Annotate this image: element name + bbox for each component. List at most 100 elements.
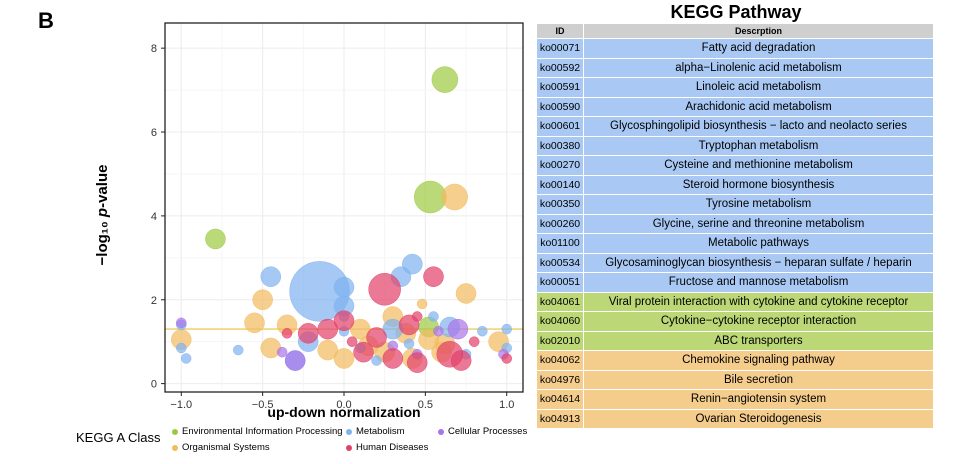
scatter-point xyxy=(403,338,415,350)
y-tick-label: 2 xyxy=(151,295,157,307)
kegg-row-id: ko00592 xyxy=(536,57,584,78)
kegg-row-id: ko00380 xyxy=(536,135,584,156)
legend-item-organismal: Organismal Systems xyxy=(172,442,270,453)
kegg-table-row: ko00260 Glycine, serine and threonine met… xyxy=(536,213,934,234)
scatter-point xyxy=(416,298,428,310)
scatter-point xyxy=(423,266,444,287)
scatter-point xyxy=(398,314,420,336)
kegg-row-description: Fatty acid degradation xyxy=(583,38,934,59)
kegg-row-id: ko00270 xyxy=(536,155,584,176)
scatter-point xyxy=(176,342,187,354)
scatter-point xyxy=(477,325,488,337)
kegg-table-row: ko04060 Cytokine−cytokine receptor intera… xyxy=(536,311,934,332)
kegg-row-description: Linoleic acid metabolism xyxy=(583,77,934,98)
kegg-table: ID Descrption ko00071 Fatty acid degradat… xyxy=(536,23,934,429)
scatter-point xyxy=(441,183,468,211)
scatter-point xyxy=(468,336,480,347)
y-tick-label: 0 xyxy=(151,379,157,391)
kegg-table-row: ko00591 Linoleic acid metabolism xyxy=(536,77,934,98)
legend-dot-human xyxy=(346,444,352,451)
kegg-row-id: ko04060 xyxy=(536,311,584,332)
legend-title: KEGG A Class xyxy=(76,430,161,445)
scatter-point xyxy=(281,328,293,339)
scatter-point xyxy=(501,353,512,364)
scatter-point xyxy=(297,323,319,344)
kegg-table-row: ko00071 Fatty acid degradation xyxy=(536,38,934,59)
kegg-row-description: Tryptophan metabolism xyxy=(583,135,934,156)
kegg-table-row: ko04913 Ovarian Steroidogenesis xyxy=(536,408,934,429)
kegg-row-id: ko00534 xyxy=(536,252,584,273)
kegg-row-id: ko01100 xyxy=(536,233,584,254)
scatter-point xyxy=(428,311,439,322)
scatter-point xyxy=(260,266,282,287)
kegg-table-row: ko00380 Tryptophan metabolism xyxy=(536,135,934,156)
kegg-row-id: ko04976 xyxy=(536,369,584,390)
kegg-row-description: Steroid hormone biosynthesis xyxy=(583,174,934,195)
legend-dot-eip xyxy=(172,428,178,435)
kegg-row-description: Cytokine−cytokine receptor interaction xyxy=(583,311,934,332)
legend-item-eip: Environmental Information Processing xyxy=(172,426,343,437)
x-axis-label: up-down normalization xyxy=(267,404,421,420)
kegg-table-row: ko00590 Arachidonic acid metabolism xyxy=(536,96,934,117)
panel-label: B xyxy=(38,8,54,33)
kegg-row-id: ko02010 xyxy=(536,330,584,351)
kegg-row-description: Glycosphingolipid biosynthesis − lacto a… xyxy=(583,116,934,137)
kegg-row-id: ko04062 xyxy=(536,350,584,371)
kegg-table-row: ko02010 ABC transporters xyxy=(536,330,934,351)
kegg-row-description: Ovarian Steroidogenesis xyxy=(583,408,934,429)
x-tick-label: −0.5 xyxy=(252,399,274,411)
scatter-point xyxy=(205,228,226,250)
kegg-row-description: Glycosaminoglycan biosynthesis − heparan… xyxy=(583,252,934,273)
scatter-point xyxy=(346,336,358,347)
kegg-row-id: ko00350 xyxy=(536,194,584,215)
x-tick-label: 0.0 xyxy=(336,399,351,411)
kegg-row-description: Renin−angiotensin system xyxy=(583,389,934,410)
kegg-row-id: ko00260 xyxy=(536,213,584,234)
kegg-row-description: alpha−Linolenic acid metabolism xyxy=(583,57,934,78)
kegg-table-row: ko00270 Cysteine and methionine metabolis… xyxy=(536,155,934,176)
scatter-point xyxy=(333,348,355,369)
kegg-table-row: ko04614 Renin−angiotensin system xyxy=(536,389,934,410)
scatter-point xyxy=(433,325,444,337)
legend-dot-metabolism xyxy=(346,428,352,435)
x-tick-label: 1.0 xyxy=(499,399,514,411)
kegg-row-description: Cysteine and methionine metabolism xyxy=(583,155,934,176)
kegg-row-id: ko00590 xyxy=(536,96,584,117)
kegg-row-description: Fructose and mannose metabolism xyxy=(583,272,934,293)
kegg-table-row: ko04976 Bile secretion xyxy=(536,369,934,390)
kegg-row-description: Chemokine signaling pathway xyxy=(583,350,934,371)
legend-dot-cellular xyxy=(438,428,444,435)
kegg-row-description: Tyrosine metabolism xyxy=(583,194,934,215)
scatter-point xyxy=(284,350,306,371)
kegg-row-id: ko00071 xyxy=(536,38,584,59)
scatter-point xyxy=(431,66,459,93)
scatter-point xyxy=(333,276,355,298)
legend-item-cellular: Cellular Processes xyxy=(438,426,527,437)
y-tick-label: 8 xyxy=(151,43,157,55)
scatter-point xyxy=(252,289,273,310)
scatter-point xyxy=(350,318,371,340)
scatter-point xyxy=(371,355,382,366)
kegg-row-description: Arachidonic acid metabolism xyxy=(583,96,934,117)
kegg-row-id: ko04061 xyxy=(536,291,584,312)
scatter-point xyxy=(176,317,187,329)
kegg-header-desc: Descrption xyxy=(583,23,934,39)
y-axis-label: −log₁₀ p-value xyxy=(94,164,111,266)
kegg-table-row: ko00601 Glycosphingolipid biosynthesis − … xyxy=(536,116,934,137)
scatter-point xyxy=(368,273,401,306)
kegg-table-row: ko04061 Viral protein interaction with cy… xyxy=(536,291,934,312)
kegg-table-title: KEGG Pathway xyxy=(670,2,802,22)
kegg-row-description: Bile secretion xyxy=(583,369,934,390)
scatter-point xyxy=(450,350,472,371)
scatter-point xyxy=(447,318,469,340)
kegg-row-description: Metabolic pathways xyxy=(583,233,934,254)
kegg-row-id: ko00051 xyxy=(536,272,584,293)
kegg-table-row: ko00051 Fructose and mannose metabolism xyxy=(536,272,934,293)
scatter-point xyxy=(244,312,265,334)
y-tick-label: 6 xyxy=(151,127,157,139)
kegg-row-id: ko00601 xyxy=(536,116,584,137)
kegg-table-row: ko00350 Tyrosine metabolism xyxy=(536,194,934,215)
legend-item-human: Human Diseases xyxy=(346,442,428,453)
scatter-point xyxy=(406,352,428,373)
